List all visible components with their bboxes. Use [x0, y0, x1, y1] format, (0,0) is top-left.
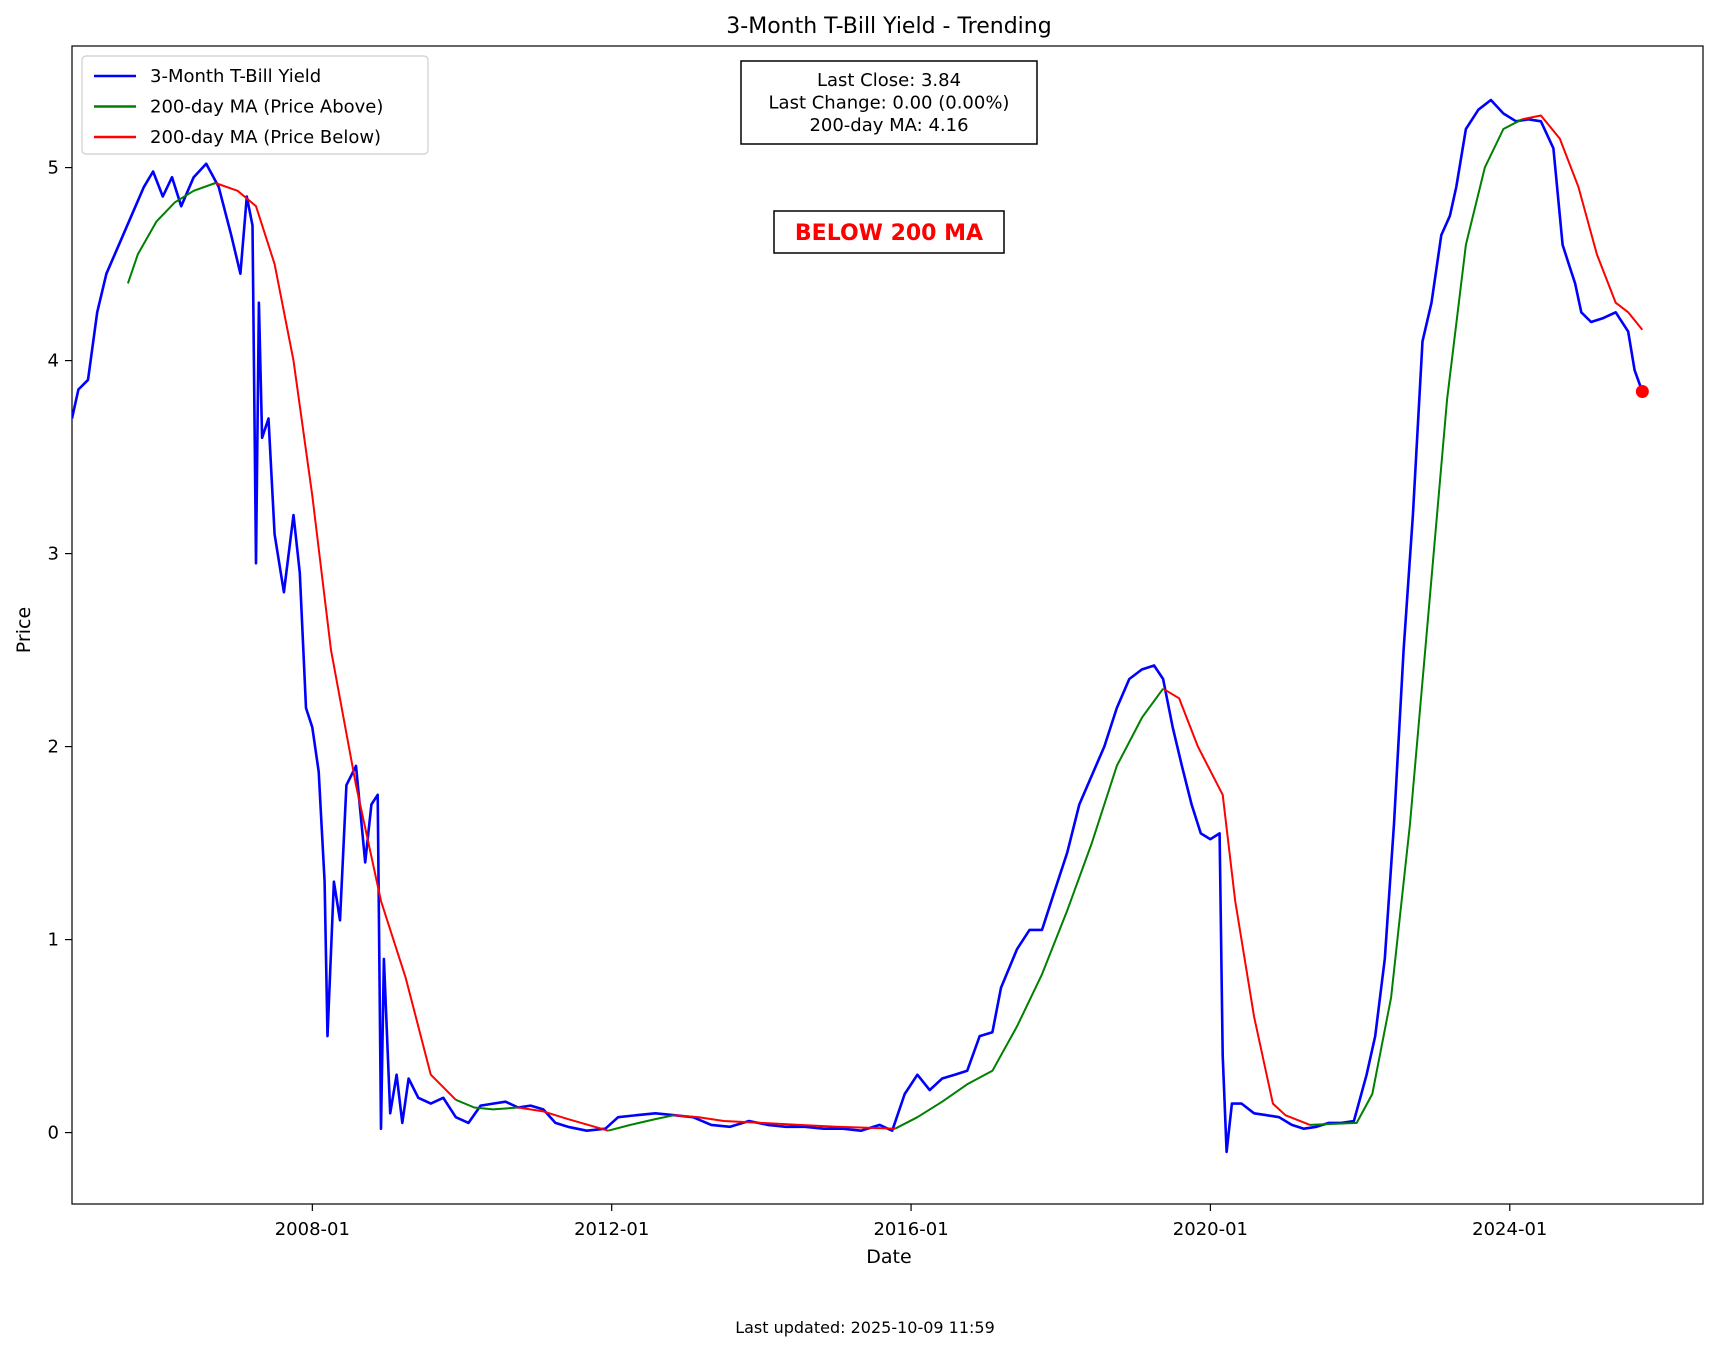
status-box [773, 210, 1005, 254]
chart-title: 3-Month T-Bill Yield - Trending [726, 14, 1051, 39]
series-line-ma-below [1162, 687, 1311, 1126]
x-tick-label: 2024-01 [1472, 1219, 1547, 1240]
legend-label: 200-day MA (Price Below) [150, 127, 381, 148]
last-updated-footer: Last updated: 2025-10-09 11:59 [735, 1318, 995, 1337]
axes-frame [71, 45, 1704, 1205]
info-box-line: Last Close: 3.84 [817, 70, 961, 91]
series-line-ma-below [674, 1114, 896, 1130]
series-line-ma-above [894, 688, 1164, 1130]
info-box [740, 60, 1038, 145]
series-line-ma-above [607, 1114, 675, 1132]
series-line-ma-above [126, 182, 216, 284]
y-tick-label: 5 [48, 158, 59, 179]
x-axis-label: Date [866, 1246, 911, 1268]
y-tick-label: 1 [48, 930, 59, 951]
x-tick-label: 2020-01 [1173, 1219, 1248, 1240]
x-tick-label: 2008-01 [275, 1219, 350, 1240]
x-tick-label: 2016-01 [873, 1219, 948, 1240]
last-close-marker [1635, 384, 1649, 398]
legend-label: 200-day MA (Price Above) [150, 97, 383, 118]
y-tick-label: 2 [48, 737, 59, 758]
series-line-ma-below [215, 182, 457, 1101]
x-tick-label: 2012-01 [574, 1219, 649, 1240]
legend-label: 3-Month T-Bill Yield [150, 66, 321, 87]
series-line-ma-above [455, 1098, 519, 1111]
y-tick-label: 3 [48, 544, 59, 565]
series-line-ma-below [1521, 114, 1644, 331]
series-line-ma-below [517, 1106, 609, 1132]
info-box-line: 200-day MA: 4.16 [809, 115, 968, 136]
series-line-price [72, 98, 1644, 1154]
legend-box [81, 55, 429, 155]
plot-area: 2008-01 2012-01 2016-01 2020-01 2024-01 0 1 2 3 4… [48, 45, 1704, 1240]
status-label: BELOW 200 MA [795, 221, 983, 246]
y-tick-label: 4 [48, 351, 59, 372]
series-line-ma-above [1309, 118, 1523, 1126]
y-axis-label: Price [13, 607, 35, 653]
info-box-line: Last Change: 0.00 (0.00%) [769, 93, 1010, 114]
y-tick-label: 0 [48, 1123, 59, 1144]
series-group [72, 98, 1649, 1154]
